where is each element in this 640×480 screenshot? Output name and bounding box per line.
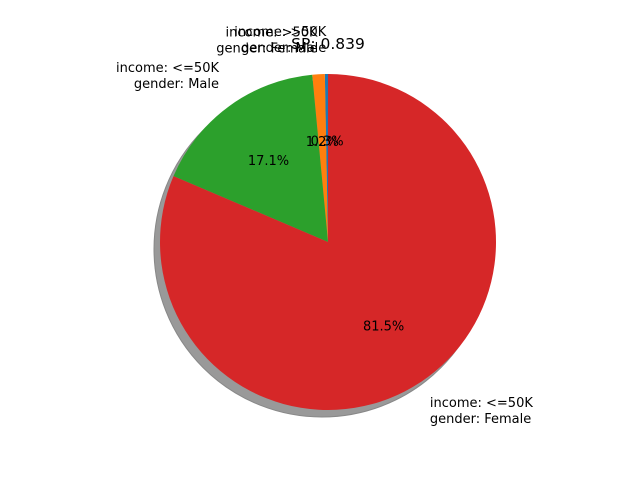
slice-category-label-1: income: >50K gender: Female	[216, 26, 318, 57]
chart-title: SP: 0.839	[291, 35, 365, 53]
pie-slices	[160, 73, 497, 410]
pie-slice-1	[312, 74, 328, 242]
pie-slice-3	[160, 73, 497, 410]
slice-percent-label-3: 81.5%	[363, 320, 404, 335]
pie-slice-2	[173, 74, 328, 243]
pie-slice-0	[324, 74, 328, 242]
slice-category-label-3: income: <=50K gender: Female	[430, 396, 533, 427]
slice-percent-label-0: 0.3%	[311, 135, 344, 150]
slice-category-label-0: income: >50K gender: Male	[234, 25, 327, 56]
slice-percent-label-2: 17.1%	[248, 154, 289, 169]
pie-labels: 0.3% income: >50K gender: Male 1.2% income: …	[116, 25, 533, 427]
slice-category-label-2: income: <=50K gender: Male	[116, 61, 219, 92]
slice-percent-label-1: 1.2%	[306, 135, 339, 150]
